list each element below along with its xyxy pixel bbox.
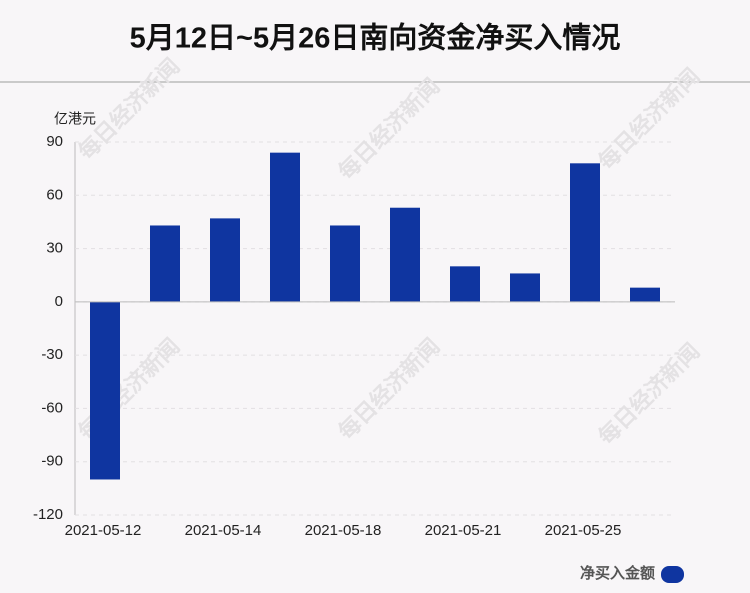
x-tick-label: 2021-05-18 [305, 522, 382, 539]
bar [510, 273, 540, 302]
y-tick-label: 60 [46, 186, 63, 203]
y-tick-label: -120 [33, 506, 63, 523]
bar [570, 163, 600, 302]
bar [270, 152, 300, 302]
x-tick-label: 2021-05-14 [185, 522, 262, 539]
bar [630, 287, 660, 302]
x-tick-label: 2021-05-21 [425, 522, 502, 539]
bar [450, 266, 480, 302]
bar [390, 207, 420, 302]
y-tick-label: 30 [46, 240, 63, 257]
x-tick-label: 2021-05-25 [545, 522, 622, 539]
chart-title: 5月12日~5月26日南向资金净买入情况 [130, 21, 621, 55]
bar [150, 225, 180, 302]
y-unit: 亿港元 [54, 111, 96, 127]
bar [330, 225, 360, 302]
y-tick-label: -90 [41, 453, 63, 470]
y-tick-label: -60 [41, 399, 63, 416]
bar [210, 218, 240, 302]
legend-swatch [661, 566, 684, 583]
legend-label: 净买入金额 [580, 564, 655, 582]
y-tick-label: 90 [46, 133, 63, 150]
y-tick-label: -30 [41, 346, 63, 363]
x-tick-label: 2021-05-12 [65, 522, 142, 539]
bar [90, 301, 120, 480]
y-tick-label: 0 [55, 293, 63, 310]
